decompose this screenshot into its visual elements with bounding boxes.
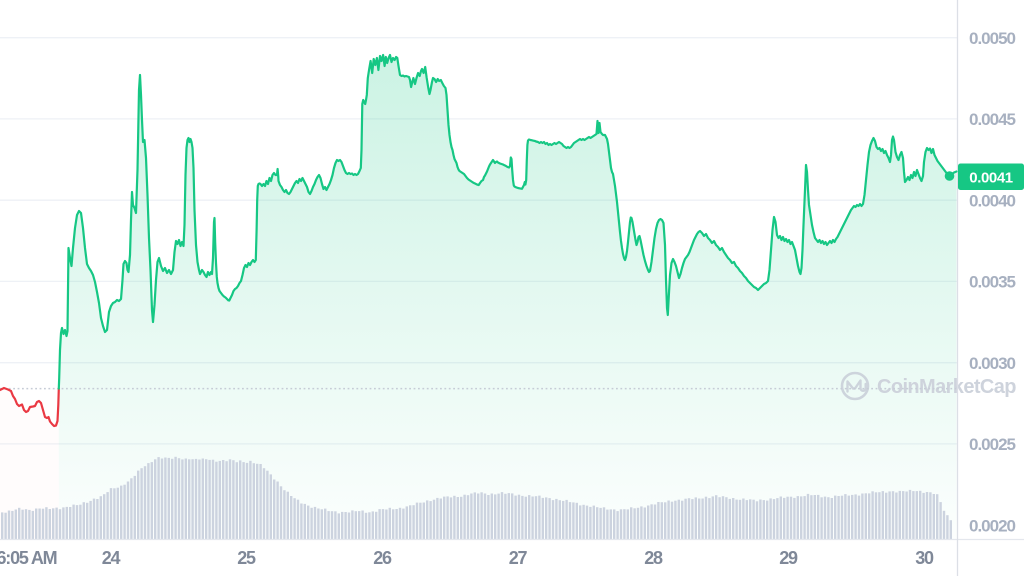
svg-text:29: 29	[779, 548, 798, 568]
svg-text:27: 27	[509, 548, 528, 568]
svg-text:0.0035: 0.0035	[969, 273, 1016, 292]
svg-text:30: 30	[915, 548, 934, 568]
svg-text:CoinMarketCap: CoinMarketCap	[877, 376, 1016, 398]
svg-text:0.0025: 0.0025	[969, 435, 1016, 454]
svg-text:0.0045: 0.0045	[969, 110, 1016, 129]
svg-text:0.0041: 0.0041	[969, 170, 1013, 187]
svg-text:0.0040: 0.0040	[969, 191, 1016, 210]
svg-text:0.0030: 0.0030	[969, 354, 1016, 373]
svg-text:28: 28	[644, 548, 663, 568]
svg-text:0.0050: 0.0050	[969, 29, 1016, 48]
svg-text:25: 25	[237, 548, 256, 568]
svg-text:26: 26	[373, 548, 392, 568]
svg-text:24: 24	[102, 548, 121, 568]
svg-text:6:05 AM: 6:05 AM	[0, 548, 57, 568]
svg-text:0.0020: 0.0020	[969, 516, 1016, 535]
